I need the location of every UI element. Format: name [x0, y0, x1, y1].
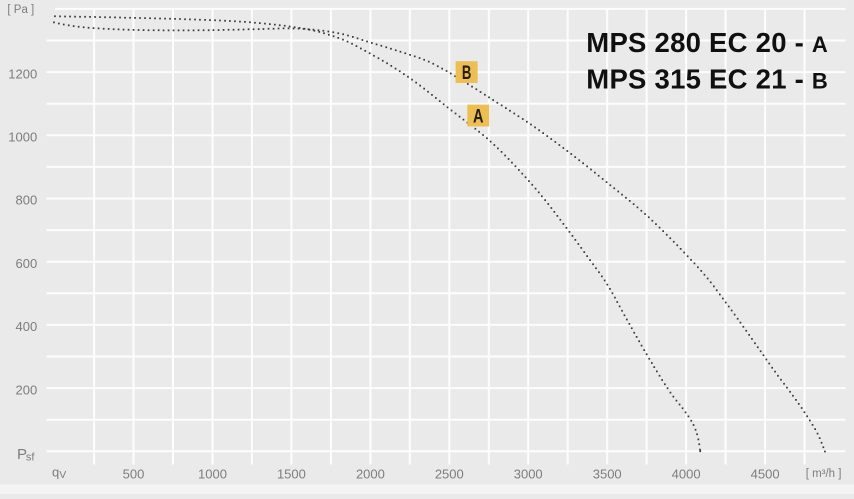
svg-text:2000: 2000	[356, 467, 385, 482]
svg-text:2500: 2500	[435, 467, 464, 482]
svg-text:400: 400	[15, 319, 37, 334]
svg-text:MPS 280 EC 20 - A: MPS 280 EC 20 - A	[586, 27, 828, 58]
svg-text:B: B	[462, 63, 472, 84]
svg-text:qV: qV	[52, 465, 66, 482]
svg-text:[ m³/h ]: [ m³/h ]	[806, 468, 842, 480]
svg-text:600: 600	[15, 256, 37, 271]
svg-text:3500: 3500	[593, 467, 622, 482]
svg-text:1200: 1200	[8, 66, 37, 81]
svg-text:4500: 4500	[751, 467, 780, 482]
svg-text:200: 200	[15, 382, 37, 397]
svg-text:4000: 4000	[672, 467, 701, 482]
svg-text:3000: 3000	[514, 467, 543, 482]
svg-text:Psf: Psf	[17, 446, 35, 463]
svg-text:1500: 1500	[277, 467, 306, 482]
svg-text:A: A	[473, 107, 484, 128]
svg-text:1000: 1000	[198, 467, 227, 482]
svg-text:500: 500	[123, 467, 145, 482]
svg-text:1000: 1000	[8, 130, 37, 145]
svg-text:800: 800	[15, 193, 37, 208]
svg-text:MPS 315 EC 21 - B: MPS 315 EC 21 - B	[586, 64, 828, 95]
svg-text:[ Pa ]: [ Pa ]	[7, 4, 34, 16]
